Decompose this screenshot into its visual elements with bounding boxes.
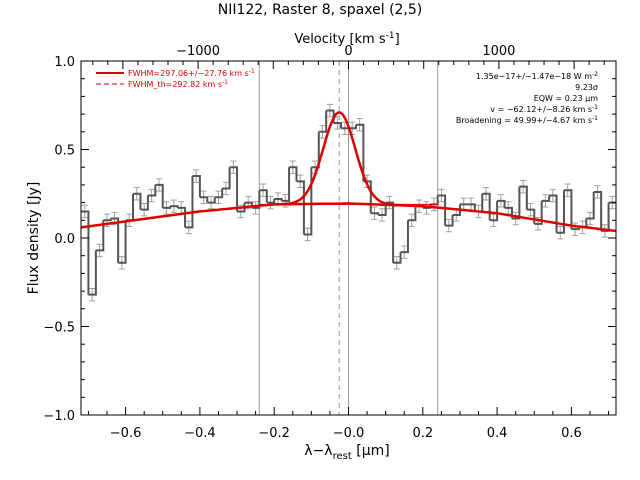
chart-title: NII122, Raster 8, spaxel (2,5) xyxy=(218,2,423,18)
spectrum-step-14 xyxy=(185,176,194,229)
top-tick-label: 0 xyxy=(344,44,352,59)
spectrum-step-10 xyxy=(155,183,164,208)
y-axis-label: Flux density [Jy] xyxy=(26,182,42,295)
spectrum-step-41 xyxy=(385,201,395,263)
baseline-fit-curve xyxy=(80,202,617,233)
spectrum-step-64 xyxy=(556,190,565,234)
spectrum-step-18 xyxy=(214,188,224,199)
spectrum-step-58 xyxy=(511,186,521,220)
spectrum-step-12 xyxy=(170,205,179,208)
spectrum-step-40 xyxy=(378,202,387,216)
legend-label-0: FWHM=297.06+/−27.76 km s-1 xyxy=(128,68,255,78)
spectrum-step-62 xyxy=(541,195,551,202)
x-tick-label: −0.0 xyxy=(333,426,365,441)
gaussian-fit-curve xyxy=(279,111,399,207)
x-tick-label: 0.2 xyxy=(412,426,433,441)
annotation-line-2: EQW = 0.23 μm xyxy=(534,94,598,103)
spectrum-step-55 xyxy=(489,200,499,222)
y-tick-label: −0.5 xyxy=(43,321,75,336)
vertical-reference-lines xyxy=(258,61,439,415)
fit-annotations: 1.35e−17+/−1.47e−18 W m-2 9.23σ EQW = 0.23… xyxy=(456,71,598,125)
spectrum-step-44 xyxy=(407,206,417,222)
spectrum-step-52 xyxy=(467,203,476,212)
spectrum-step-20 xyxy=(229,166,239,212)
spectrum-step-48 xyxy=(437,194,447,226)
legend: FWHM=297.06+/−27.76 km s-1FWHM_th=292.82… xyxy=(96,68,255,89)
spectrum-step-3 xyxy=(103,218,112,222)
spectrum-step-2 xyxy=(95,220,105,252)
spectrum-step-27 xyxy=(281,167,291,202)
x-axis-label: λ−λrest [μm] xyxy=(304,443,389,462)
spectrum-step-66 xyxy=(571,227,580,231)
top-tick-label: 1000 xyxy=(482,44,515,59)
spectrum-step-21 xyxy=(237,202,246,213)
spectrum-step-5 xyxy=(118,220,127,264)
y-tick-label: 0.5 xyxy=(54,144,75,159)
spectrum-step-49 xyxy=(445,214,454,227)
spectrum-step-32 xyxy=(318,110,328,133)
spectrum-step-0 xyxy=(81,210,90,295)
spectrum-step-59 xyxy=(519,185,528,210)
spectrum-step-69 xyxy=(593,190,603,231)
spectrum-step-29 xyxy=(296,180,305,235)
x-tick-label: −0.4 xyxy=(184,426,216,441)
spectrum-step-42 xyxy=(393,252,402,264)
annotation-line-3: v = −62.12+/−8.26 km s-1 xyxy=(490,104,598,114)
spectrum-step-1 xyxy=(88,250,97,296)
top-axis-label: Velocity [km s-1] xyxy=(294,31,399,47)
x-tick-label: 0.6 xyxy=(561,426,582,441)
spectrum-step-30 xyxy=(303,167,313,236)
y-tick-label: 0.0 xyxy=(54,232,75,247)
spectrum-step-23 xyxy=(251,190,261,209)
x-tick-label: 0.4 xyxy=(487,426,508,441)
fit-curves xyxy=(80,111,617,233)
y-tick-label: 1.0 xyxy=(54,55,75,70)
annotation-line-4: Broadening = 49.99+/−4.67 km s-1 xyxy=(456,115,598,125)
spectrum-step-63 xyxy=(549,194,558,233)
spectrum-step-34 xyxy=(333,121,343,129)
spectrum-step-16 xyxy=(199,196,209,203)
spectrum-step-56 xyxy=(497,199,506,208)
spectrum-step-17 xyxy=(207,197,216,204)
spectrum-step-39 xyxy=(370,212,380,215)
spectrum-step-13 xyxy=(177,206,187,228)
annotation-line-0: 1.35e−17+/−1.47e−18 W m-2 xyxy=(476,71,598,81)
spectrum-step-7 xyxy=(133,192,142,210)
annotation-line-1: 9.23σ xyxy=(575,83,598,92)
axes xyxy=(80,60,617,416)
spectrum-step-25 xyxy=(266,199,276,204)
spectrum-step-43 xyxy=(400,220,409,254)
spectrum-step-19 xyxy=(222,167,231,190)
y-tick-label: −1.0 xyxy=(43,409,75,424)
spectrum-step-9 xyxy=(147,184,157,197)
spectrum-step-61 xyxy=(534,200,543,225)
spectrum-step-15 xyxy=(192,175,201,198)
spectrum-step-36 xyxy=(348,124,357,130)
top-tick-label: −1000 xyxy=(176,44,220,59)
spectrum-step-50 xyxy=(452,204,461,216)
spectrum-step-65 xyxy=(563,189,573,230)
x-tick-label: −0.6 xyxy=(110,426,142,441)
spectrum-step-8 xyxy=(140,195,149,211)
spectrum-step-28 xyxy=(289,166,298,182)
x-tick-label: −0.2 xyxy=(258,426,290,441)
tick-labels: −0.6 −0.4 −0.2 −0.0 0.2 0.4 0.6 −1.0 −0.5 0.0 0.5 1… xyxy=(43,44,581,441)
spectrum-step-68 xyxy=(586,191,595,220)
spectrum-step-37 xyxy=(355,123,365,182)
spectrum-step-4 xyxy=(110,217,120,263)
legend-label-1: FWHM_th=292.82 km s-1 xyxy=(128,79,228,89)
spectrum-step-24 xyxy=(259,189,268,203)
